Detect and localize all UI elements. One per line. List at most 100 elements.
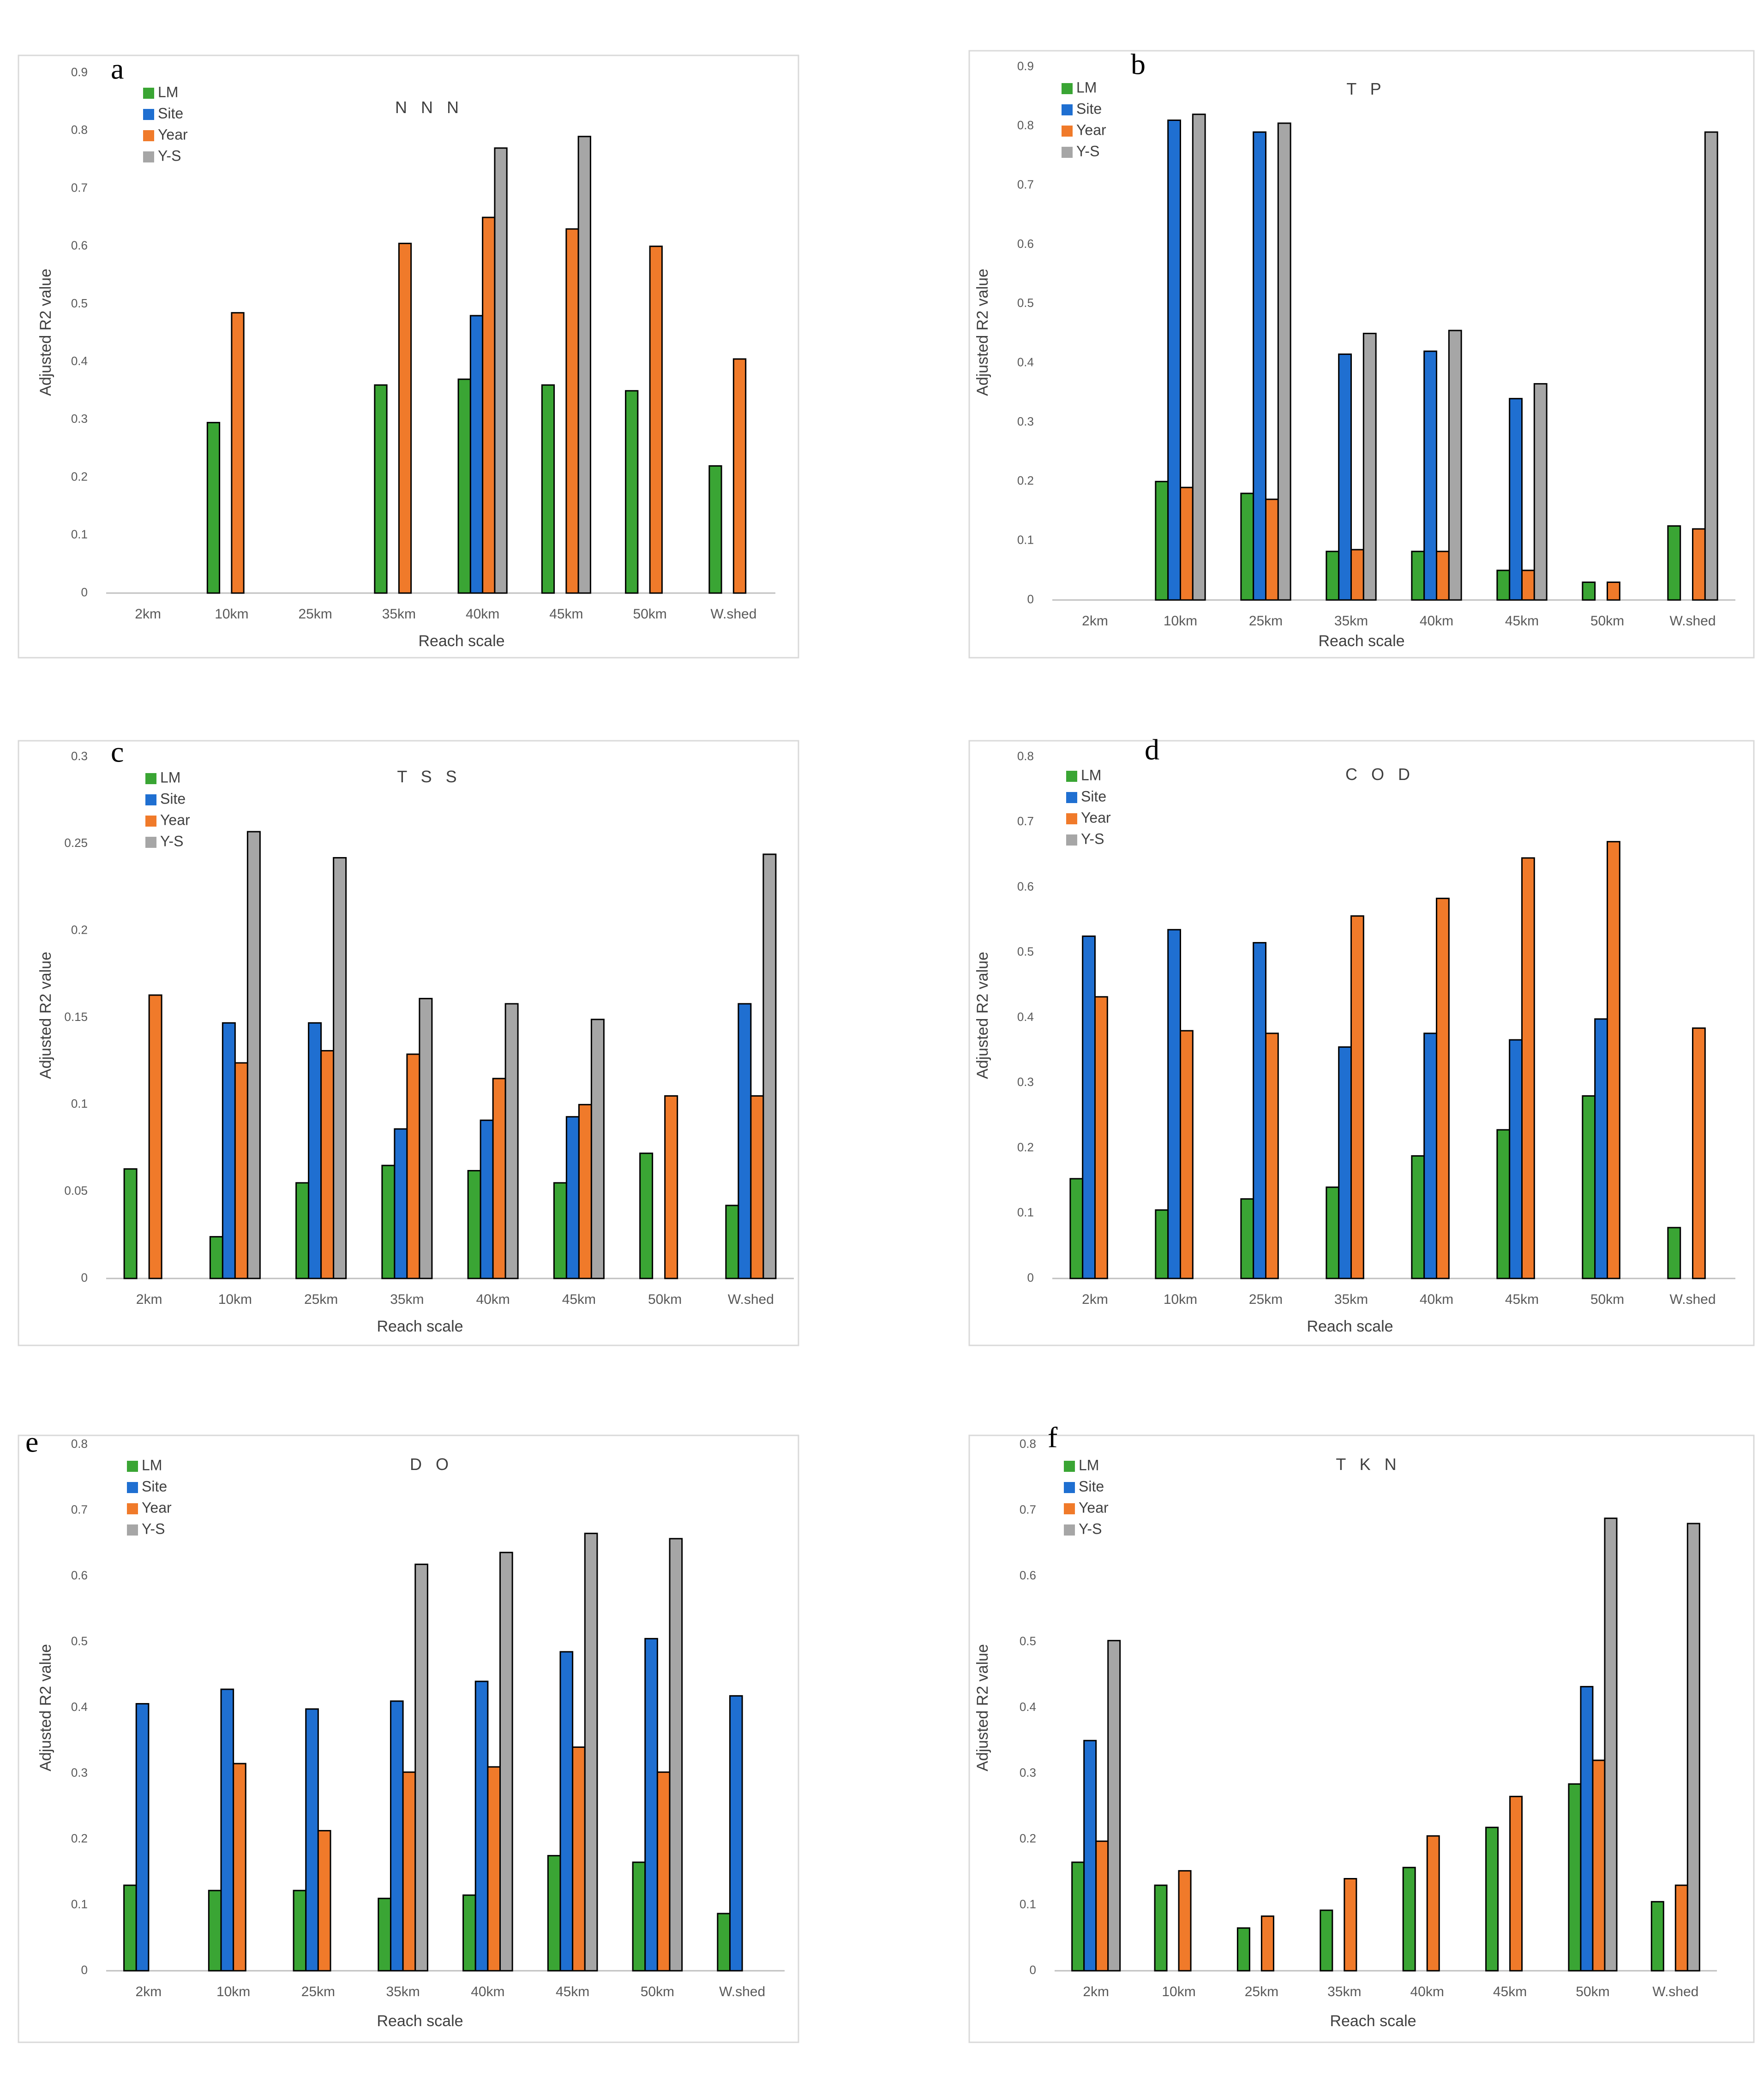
bar-lm-2km — [1069, 1178, 1084, 1279]
legend-swatch-lm — [145, 773, 156, 784]
legend-swatch-y-s — [1062, 147, 1073, 158]
y-axis-title: Adjusted R2 value — [37, 952, 54, 1079]
bar-year-2km — [148, 994, 162, 1279]
x-tick-label: 10km — [218, 1292, 252, 1307]
chart-panel-a: a 0 0.1 0.2 0.3 0.4 0.5 0.6 0.7 0.8 0.9 2km 10km 25km… — [18, 53, 799, 659]
bar-year-50km — [649, 246, 663, 594]
bar-lm-50km — [1582, 1095, 1596, 1279]
bar-lm-50km — [1568, 1783, 1582, 1972]
y-tick-label: 0.5 — [1020, 1634, 1036, 1648]
bar-year-50km — [656, 1771, 671, 1972]
bar-lm-10km — [208, 1890, 222, 1972]
y-tick-label: 0.1 — [1017, 1206, 1034, 1219]
bar-lm-35km — [381, 1164, 396, 1279]
legend-label-y-s: Y-S — [158, 147, 181, 164]
bar-year-25km — [320, 1050, 335, 1279]
bar-lm-25km — [293, 1890, 307, 1972]
x-tick-label: 25km — [1245, 1984, 1278, 1999]
legend-label-y-s: Y-S — [1076, 143, 1099, 159]
y-tick-label: 0.6 — [1017, 879, 1034, 893]
bar-y-s-40km — [499, 1552, 513, 1972]
bar-y-s-wshed — [762, 853, 777, 1279]
y-axis-title: Adjusted R2 value — [37, 1644, 54, 1771]
bar-lm-10km — [209, 1236, 223, 1279]
legend-label-site: Site — [158, 105, 183, 121]
y-axis-title: Adjusted R2 value — [974, 269, 991, 396]
legend-swatch-lm — [1066, 771, 1077, 782]
x-tick-label: W.shed — [728, 1292, 774, 1307]
bar-year-25km — [317, 1830, 331, 1972]
bar-lm-wshed — [1650, 1901, 1664, 1972]
legend-label-site: Site — [1081, 788, 1106, 804]
bar-year-50km — [1592, 1759, 1606, 1972]
y-tick-label: 0.2 — [71, 923, 88, 937]
legend-swatch-year — [1064, 1503, 1075, 1514]
x-tick-label: 45km — [1493, 1984, 1527, 1999]
legend-label-year: Year — [158, 126, 188, 143]
bar-y-s-40km — [504, 1003, 519, 1279]
bar-site-35km — [1338, 1046, 1352, 1279]
bar-year-40km — [1436, 898, 1450, 1279]
bar-site-50km — [644, 1638, 658, 1972]
y-tick-label: 0.9 — [71, 65, 88, 79]
bar-lm-35km — [1320, 1909, 1333, 1972]
y-tick-label: 0.2 — [1017, 1140, 1034, 1154]
bar-lm-40km — [1411, 551, 1425, 601]
chart-title: T K N — [1336, 1455, 1401, 1474]
bar-site-2km — [135, 1703, 150, 1972]
chart-panel-b: b 0 0.1 0.2 0.3 0.4 0.5 0.6 0.7 0.8 0.9 2km 10km 25km… — [968, 48, 1755, 659]
y-tick-label: 0.4 — [1020, 1700, 1036, 1714]
x-tick-label: 35km — [390, 1292, 424, 1307]
y-tick-label: 0.9 — [1017, 59, 1034, 73]
chart-title: T S S — [397, 767, 461, 786]
bar-year-35km — [1350, 915, 1364, 1279]
x-tick-label: 40km — [476, 1292, 510, 1307]
y-tick-label: 0.8 — [71, 123, 88, 137]
legend-label-year: Year — [1076, 121, 1106, 138]
legend-swatch-year — [145, 816, 156, 827]
bar-lm-2km — [123, 1168, 138, 1279]
legend-swatch-site — [127, 1482, 138, 1493]
x-tick-label: 40km — [471, 1984, 504, 1999]
y-axis-title: Adjusted R2 value — [974, 952, 991, 1079]
x-tick-label: 35km — [1334, 613, 1368, 629]
bar-y-s-2km — [1107, 1640, 1121, 1972]
legend-swatch-lm — [1062, 83, 1073, 94]
panel-letter: a — [111, 53, 124, 85]
bar-y-s-45km — [584, 1532, 598, 1972]
y-tick-label: 0.3 — [1020, 1765, 1036, 1779]
bar-site-40km — [1423, 1032, 1438, 1279]
x-tick-label: 40km — [1420, 613, 1453, 629]
bar-year-10km — [1180, 486, 1194, 601]
bar-lm-35km — [1326, 1186, 1340, 1279]
x-tick-label: W.shed — [1669, 1292, 1716, 1307]
y-tick-label: 0.8 — [1020, 1437, 1036, 1451]
y-tick-label: 0.3 — [1017, 1075, 1034, 1089]
x-tick-label: 2km — [1083, 1984, 1109, 1999]
bar-site-10km — [1167, 929, 1182, 1279]
bar-year-50km — [1607, 582, 1620, 601]
x-tick-label: 2km — [136, 1292, 162, 1307]
legend-label-site: Site — [1076, 100, 1102, 117]
y-tick-label: 0.5 — [71, 296, 88, 310]
legend-label-lm: LM — [142, 1457, 162, 1473]
y-tick-label: 0.6 — [1020, 1568, 1036, 1582]
bar-year-45km — [565, 228, 579, 594]
bar-lm-45km — [553, 1182, 567, 1279]
x-tick-label: 2km — [1082, 613, 1108, 629]
bar-site-35km — [394, 1128, 408, 1279]
chart-frame — [968, 740, 1755, 1346]
y-tick-label: 0.5 — [71, 1634, 88, 1648]
bar-site-2km — [1082, 935, 1096, 1279]
bar-year-25km — [1260, 1915, 1274, 1972]
legend-swatch-lm — [127, 1461, 138, 1472]
legend-swatch-site — [1062, 104, 1073, 115]
bar-year-40km — [1436, 551, 1450, 601]
x-tick-label: 40km — [1420, 1292, 1453, 1307]
y-tick-label: 0.8 — [1017, 749, 1034, 763]
bar-year-45km — [1509, 1795, 1523, 1972]
x-tick-label: 25km — [301, 1984, 335, 1999]
legend-label-y-s: Y-S — [1081, 830, 1104, 847]
y-tick-label: 0.1 — [1020, 1897, 1036, 1911]
x-tick-label: 50km — [1590, 1292, 1624, 1307]
